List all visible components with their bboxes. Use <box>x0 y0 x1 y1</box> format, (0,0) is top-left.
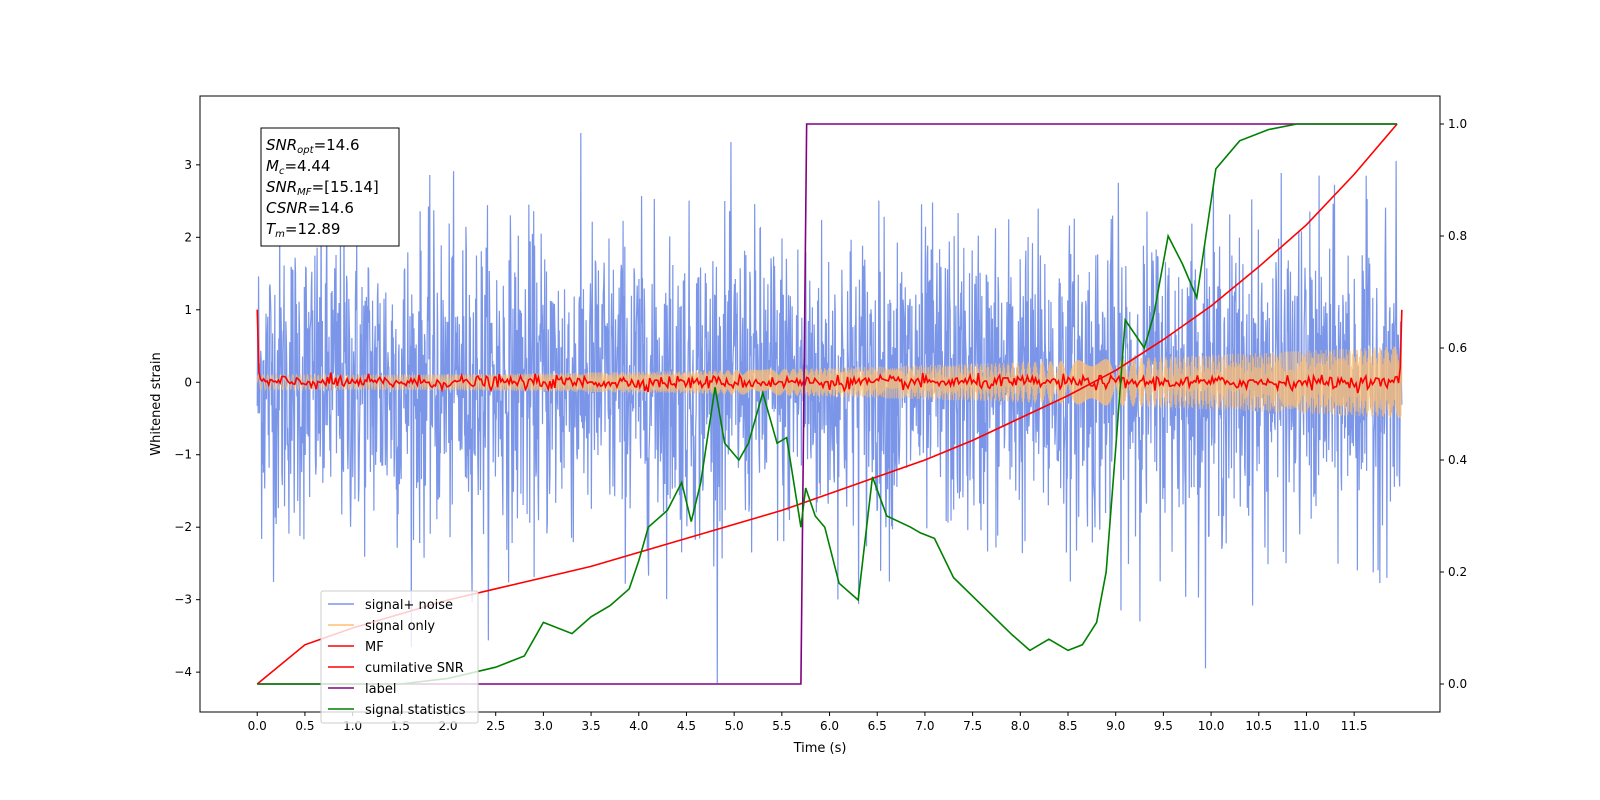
axes-layer: 0.0 0.5 1.0 1.5 2.0 2.5 3.0 3.5 4.0 4.5 5.0 5.5 6.0 6… <box>174 117 1467 733</box>
x-tick-label: 7.5 <box>963 719 982 733</box>
y-axis-label: Whitened strain <box>149 352 164 455</box>
legend-label-signal-statistics: signal statistics <box>365 703 466 718</box>
y-tick-label: −2 <box>174 520 192 534</box>
x-tick-label: 11.5 <box>1341 719 1368 733</box>
series-mf <box>256 309 1403 394</box>
legend-frame <box>320 590 479 724</box>
legend-label-cumulative-snr: cumilative SNR <box>365 661 464 676</box>
x-tick-label: 5.5 <box>772 719 791 733</box>
y2-tick-label: 0.4 <box>1448 453 1467 467</box>
x-tick-label: 10.0 <box>1198 719 1225 733</box>
legend-label-label: label <box>365 682 396 697</box>
x-axis-label: Time (s) <box>793 741 847 756</box>
y-tick-label: −1 <box>174 448 192 462</box>
legend-label-mf: MF <box>365 640 384 655</box>
y-tick-label: 2 <box>184 230 192 244</box>
x-tick-label: 0.0 <box>248 719 267 733</box>
x-tick-label: 2.5 <box>486 719 505 733</box>
annotation-frame <box>260 127 400 247</box>
y2-tick-label: 0.2 <box>1448 565 1467 579</box>
annotation-tm: Tm=12.89 <box>266 220 340 240</box>
annotation-csnr: CSNR=14.6 <box>266 199 354 217</box>
y2-tick-label: 0.8 <box>1448 229 1467 243</box>
x-tick-label: 11.0 <box>1293 719 1320 733</box>
x-tick-label: 8.5 <box>1058 719 1077 733</box>
y-tick-label: −4 <box>174 665 192 679</box>
legend: signal+ noise signal only MF cumilative … <box>320 590 479 724</box>
annotation-snr-mf: SNRMF=[15.14] <box>266 178 379 198</box>
x-tick-label: 10.5 <box>1245 719 1272 733</box>
y-tick-label: 1 <box>184 303 192 317</box>
y-tick-label: 0 <box>184 375 192 389</box>
annotation-snr-opt: SNRopt=14.6 <box>266 136 360 156</box>
y2-tick-label: 0.6 <box>1448 341 1467 355</box>
x-tick-label: 9.5 <box>1154 719 1173 733</box>
x-tick-label: 6.0 <box>820 719 839 733</box>
y-tick-label: 3 <box>184 158 192 172</box>
x-tick-label: 3.0 <box>534 719 553 733</box>
x-tick-label: 8.0 <box>1011 719 1030 733</box>
x-tick-label: 5.0 <box>725 719 744 733</box>
x-tick-label: 6.5 <box>868 719 887 733</box>
legend-label-signal-noise: signal+ noise <box>365 598 453 613</box>
x-tick-label: 4.0 <box>629 719 648 733</box>
x-tick-label: 4.5 <box>677 719 696 733</box>
annotation-box: SNRopt=14.6 Mc=4.44 SNRMF=[15.14] CSNR=1… <box>260 127 400 247</box>
plot-frame <box>199 95 1441 713</box>
series-signal-noise <box>256 133 1403 684</box>
x-tick-label: 3.5 <box>582 719 601 733</box>
x-tick-label: 7.0 <box>915 719 934 733</box>
annotation-mc: Mc=4.44 <box>266 157 330 177</box>
x-tick-label: 9.0 <box>1106 719 1125 733</box>
y-tick-label: −3 <box>174 593 192 607</box>
x-tick-label: 0.5 <box>295 719 314 733</box>
y2-tick-label: 0.0 <box>1448 677 1467 691</box>
series-label <box>257 123 1398 685</box>
series-signal-statistics <box>257 123 1398 685</box>
legend-label-signal-only: signal only <box>365 619 435 634</box>
y2-tick-label: 1.0 <box>1448 117 1467 131</box>
